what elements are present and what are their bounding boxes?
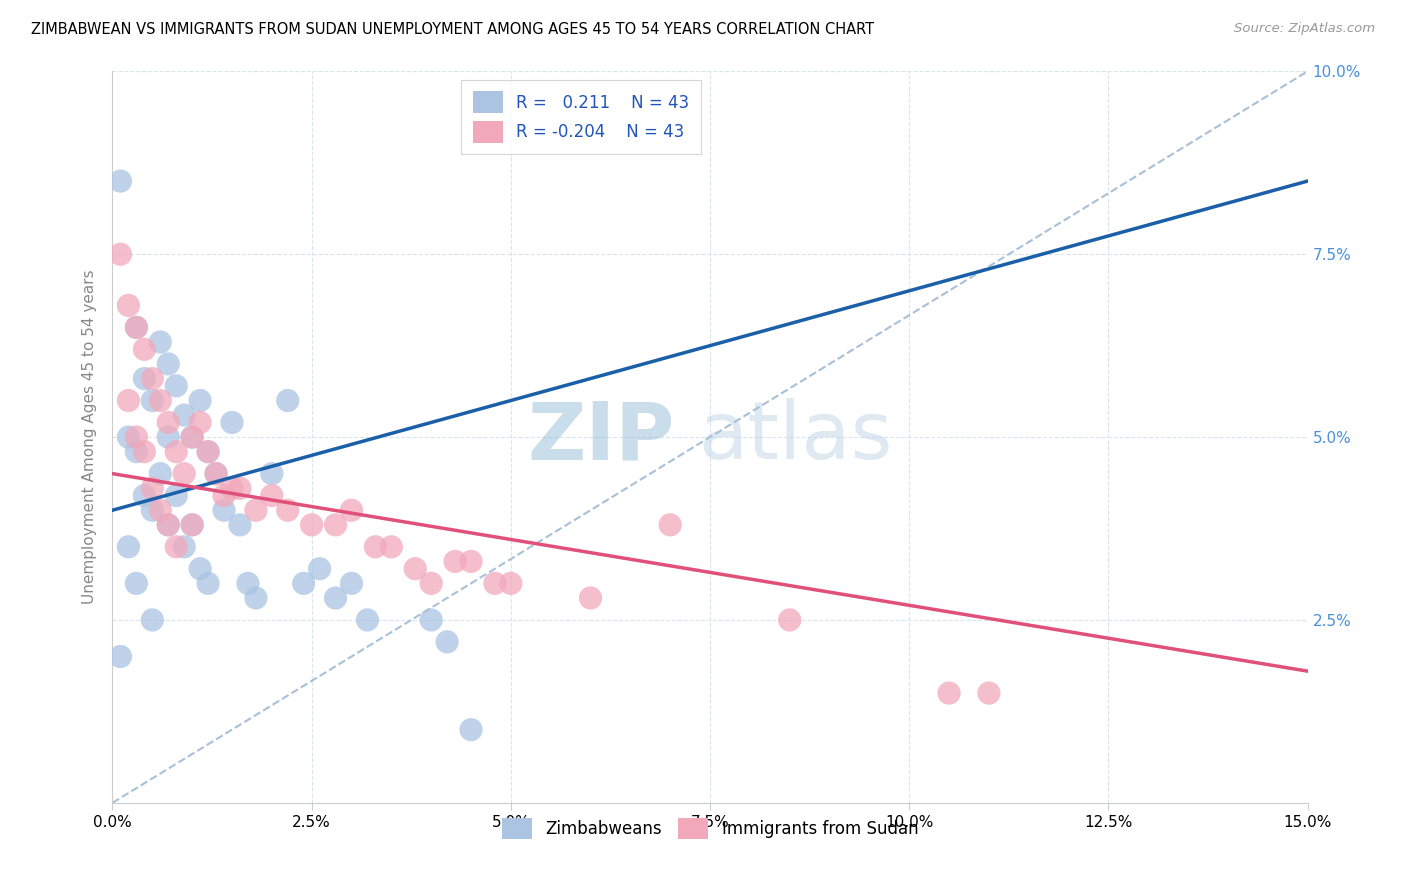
Point [356,613,378,627]
Point [484,576,506,591]
Point [460,554,482,568]
Point [212,489,235,503]
Point [325,591,347,605]
Point [141,613,163,627]
Point [125,444,148,458]
Point [977,686,1000,700]
Point [134,343,156,357]
Point [221,481,243,495]
Point [149,467,172,481]
Point [205,467,228,481]
Point [236,576,259,591]
Point [245,591,267,605]
Point [149,393,172,408]
Point [364,540,387,554]
Point [141,393,163,408]
Point [181,517,204,532]
Point [420,613,443,627]
Point [117,298,139,312]
Point [125,576,148,591]
Point [420,576,443,591]
Point [229,481,252,495]
Point [260,489,283,503]
Point [212,503,235,517]
Point [197,444,219,458]
Point [125,320,148,334]
Y-axis label: Unemployment Among Ages 45 to 54 years: Unemployment Among Ages 45 to 54 years [82,269,97,605]
Point [444,554,467,568]
Point [308,562,330,576]
Point [340,576,363,591]
Point [938,686,960,700]
Point [277,393,299,408]
Point [301,517,323,532]
Point [157,517,180,532]
Point [499,576,522,591]
Point [117,430,139,444]
Point [134,444,156,458]
Point [277,503,299,517]
Point [779,613,801,627]
Point [579,591,602,605]
Point [404,562,426,576]
Text: ZIP: ZIP [527,398,675,476]
Point [260,467,283,481]
Point [197,576,219,591]
Point [205,467,228,481]
Point [460,723,482,737]
Point [181,517,204,532]
Point [340,503,363,517]
Point [117,393,139,408]
Point [325,517,347,532]
Point [165,489,187,503]
Legend: Zimbabweans, Immigrants from Sudan: Zimbabweans, Immigrants from Sudan [495,811,925,846]
Point [380,540,402,554]
Point [134,489,156,503]
Point [110,174,132,188]
Point [149,334,172,349]
Point [165,444,187,458]
Point [181,430,204,444]
Point [229,517,252,532]
Point [141,481,163,495]
Point [110,649,132,664]
Point [149,503,172,517]
Point [245,503,267,517]
Point [141,503,163,517]
Point [125,430,148,444]
Point [188,416,211,430]
Text: atlas: atlas [699,398,893,476]
Text: Source: ZipAtlas.com: Source: ZipAtlas.com [1234,22,1375,36]
Point [173,408,195,422]
Point [173,467,195,481]
Point [165,540,187,554]
Point [221,416,243,430]
Point [659,517,682,532]
Point [188,393,211,408]
Point [157,517,180,532]
Text: ZIMBABWEAN VS IMMIGRANTS FROM SUDAN UNEMPLOYMENT AMONG AGES 45 TO 54 YEARS CORRE: ZIMBABWEAN VS IMMIGRANTS FROM SUDAN UNEM… [31,22,875,37]
Point [134,371,156,385]
Point [436,635,458,649]
Point [197,444,219,458]
Point [188,562,211,576]
Point [157,357,180,371]
Point [141,371,163,385]
Point [125,320,148,334]
Point [157,430,180,444]
Point [292,576,315,591]
Point [117,540,139,554]
Point [173,540,195,554]
Point [110,247,132,261]
Point [157,416,180,430]
Point [181,430,204,444]
Point [165,379,187,393]
